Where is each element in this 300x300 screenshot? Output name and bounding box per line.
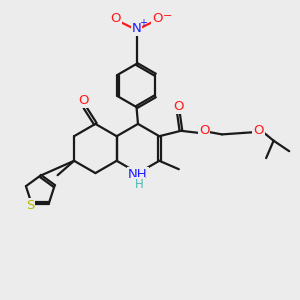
Text: S: S — [26, 200, 34, 212]
Text: O: O — [199, 124, 209, 137]
Text: O: O — [110, 11, 121, 25]
Text: −: − — [163, 11, 173, 21]
Text: O: O — [152, 11, 163, 25]
Text: +: + — [140, 17, 147, 28]
Text: NH: NH — [128, 168, 148, 182]
Text: O: O — [254, 124, 264, 137]
Text: H: H — [135, 178, 144, 191]
Text: N: N — [132, 22, 141, 35]
Text: O: O — [173, 100, 184, 113]
Text: O: O — [78, 94, 88, 107]
